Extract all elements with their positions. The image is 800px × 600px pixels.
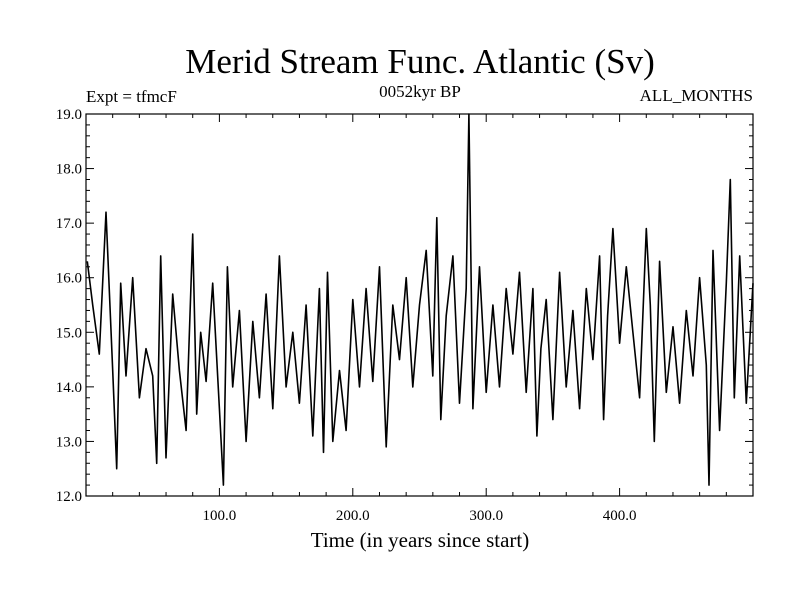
y-tick-label: 17.0 [56,216,82,232]
x-tick-label: 100.0 [203,508,237,524]
months-label: ALL_MONTHS [640,86,753,105]
experiment-label: Expt = tfmcF [86,87,177,106]
x-tick-label: 400.0 [603,508,637,524]
x-tick-label: 200.0 [336,508,370,524]
x-axis-label: Time (in years since start) [311,528,530,552]
y-tick-label: 12.0 [56,489,82,505]
y-tick-label: 19.0 [56,107,82,123]
y-tick-label: 18.0 [56,162,82,178]
y-tick-label: 15.0 [56,325,82,341]
period-label: 0052kyr BP [379,82,461,101]
axis-ticks [86,113,753,497]
y-tick-labels: 12.0 13.0 14.0 15.0 16.0 17.0 18.0 19.0 [56,107,82,505]
series-line [86,113,754,486]
x-tick-labels: 100.0 200.0 300.0 400.0 [203,508,637,524]
y-tick-label: 14.0 [56,380,82,396]
y-tick-label: 16.0 [56,271,82,287]
chart-title: Merid Stream Func. Atlantic (Sv) [185,42,655,81]
x-tick-label: 300.0 [469,508,503,524]
plot-frame [85,113,754,497]
y-tick-label: 13.0 [56,434,82,450]
